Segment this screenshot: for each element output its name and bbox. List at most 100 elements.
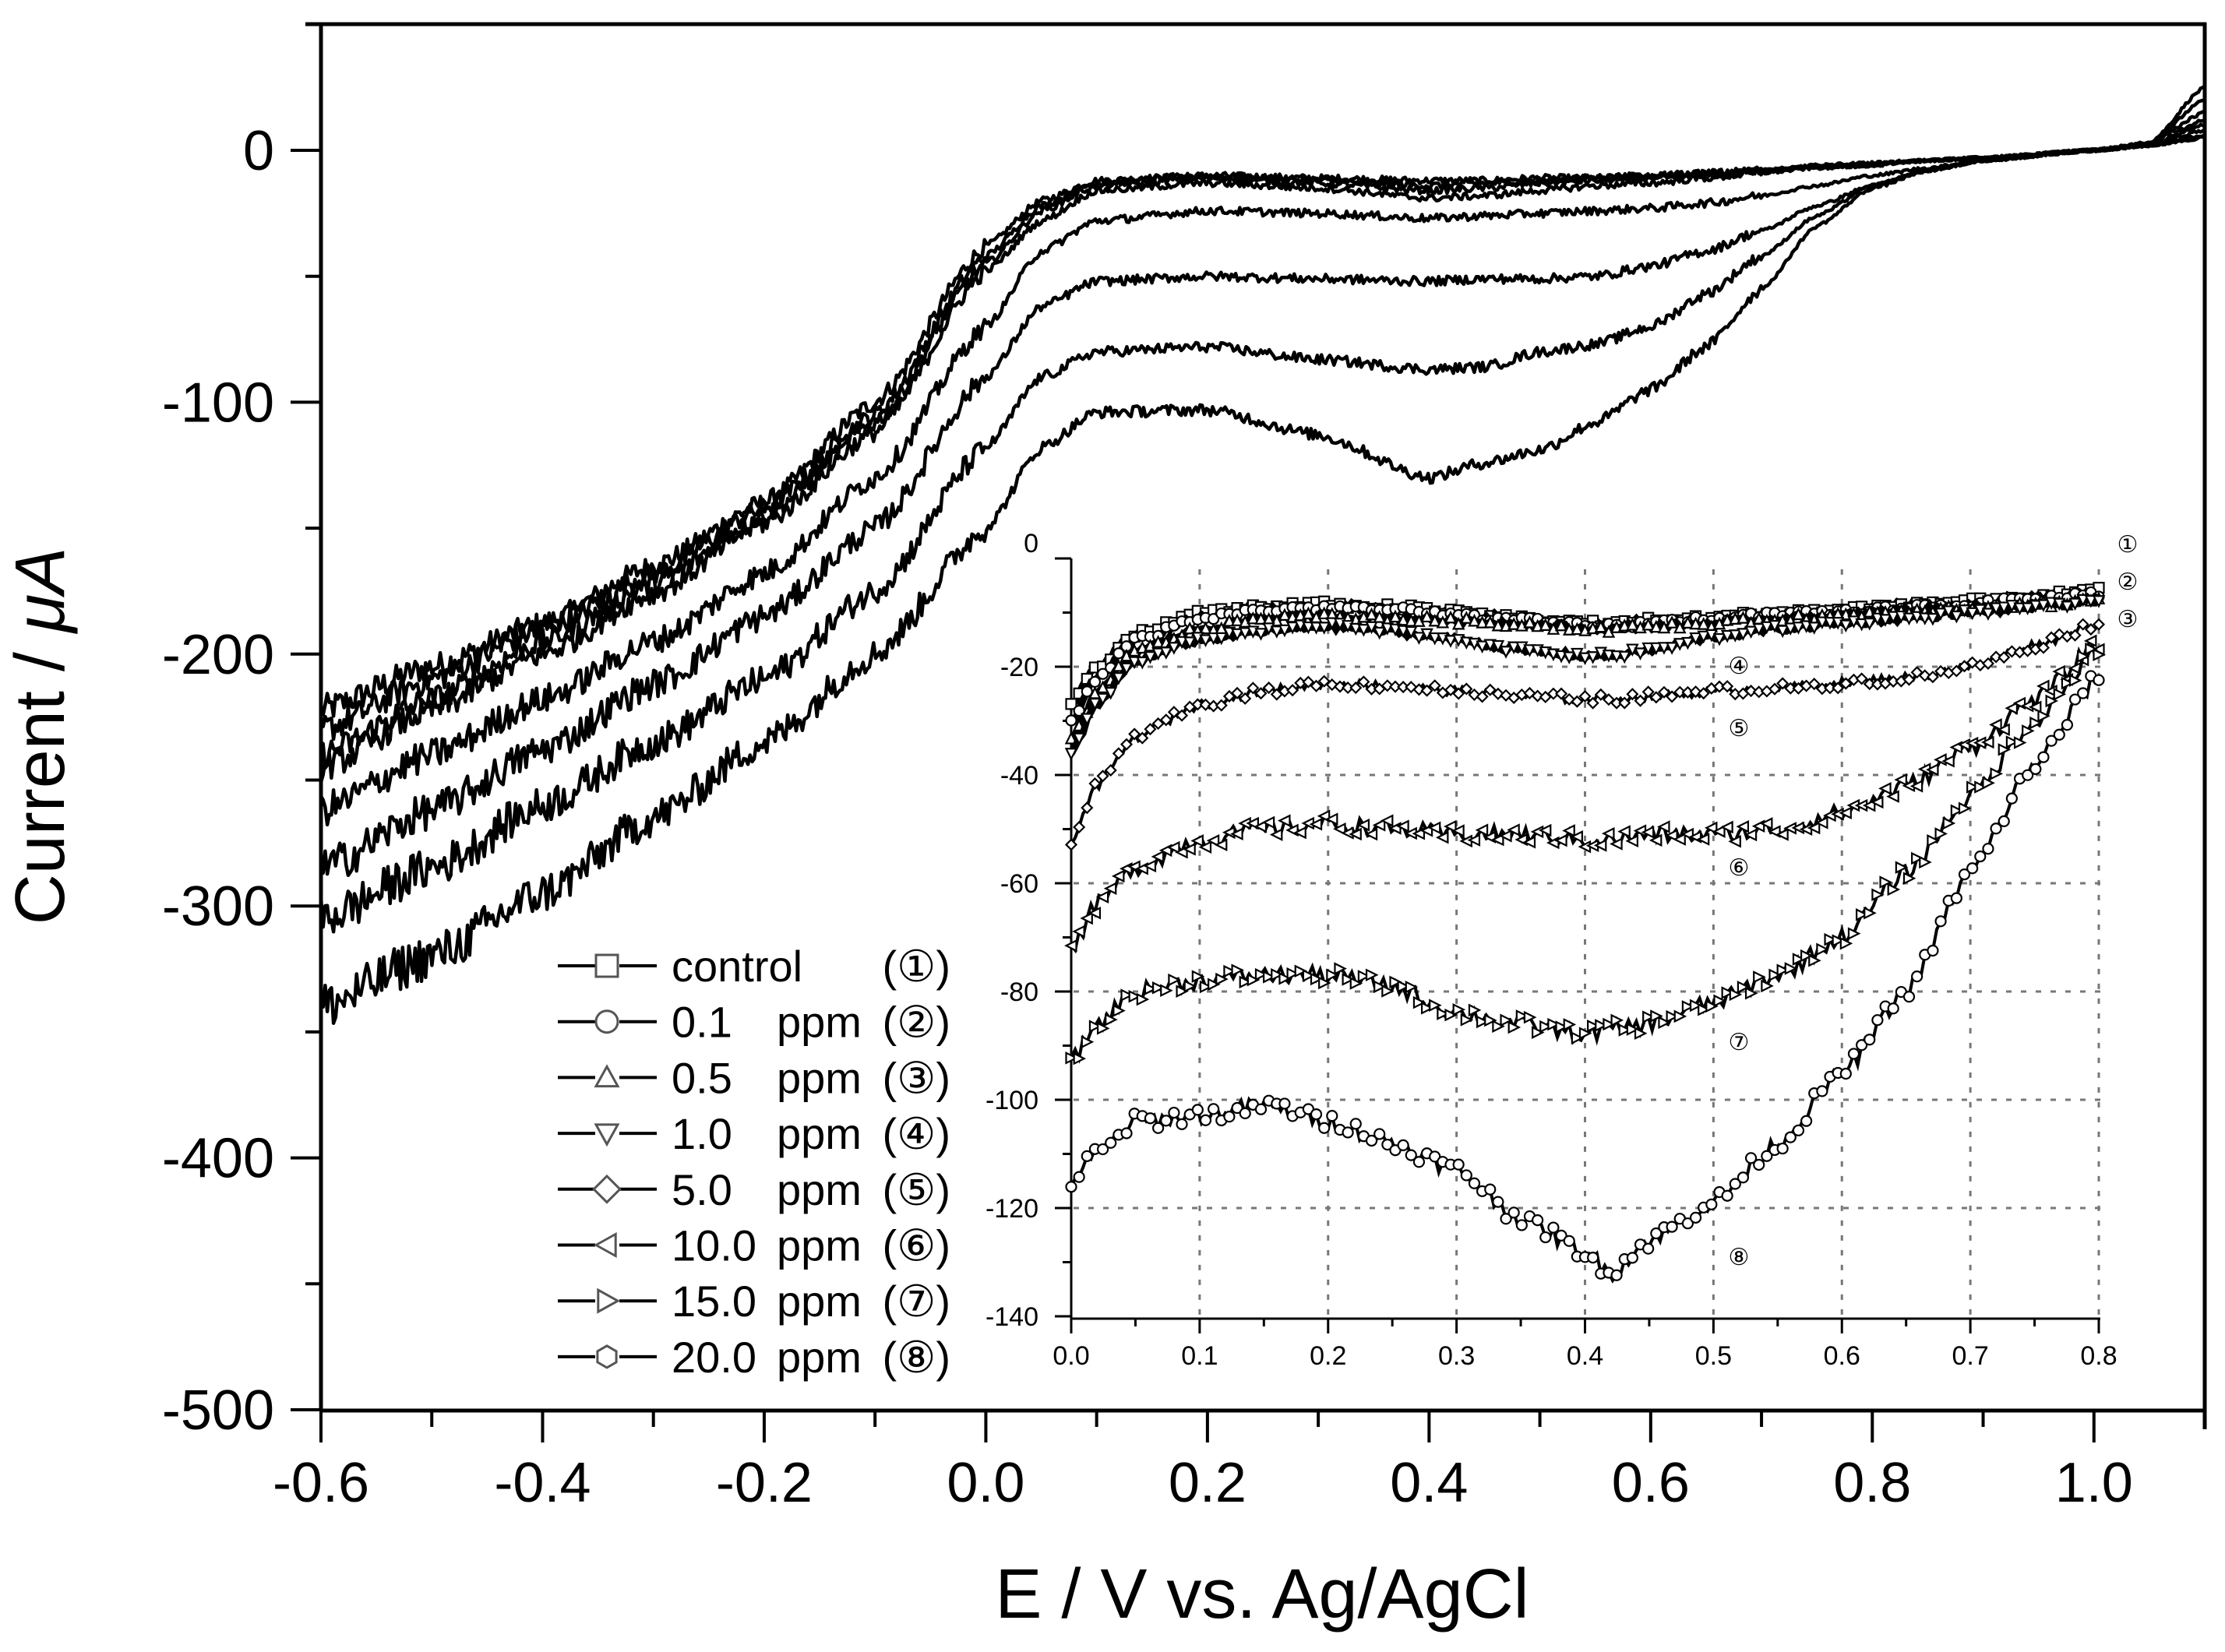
legend-tag: (①) xyxy=(883,942,951,991)
inset-data-point xyxy=(1792,953,1806,966)
inset-data-point xyxy=(1491,687,1504,700)
inset-data-point xyxy=(1728,834,1741,848)
inset-data-point xyxy=(1373,1128,1386,1140)
inset-data-point xyxy=(1483,615,1497,629)
inset-data-point xyxy=(1499,829,1512,843)
legend-tag: (②) xyxy=(883,998,951,1047)
inset-data-point xyxy=(1666,1009,1680,1023)
legend-unit: ppm xyxy=(777,1277,862,1326)
inset-data-point xyxy=(1886,790,1899,803)
x-tick-label: 0.2 xyxy=(1169,1452,1246,1514)
inset-data-point xyxy=(1191,698,1204,711)
inset-data-point xyxy=(1507,823,1520,837)
inset-data-point xyxy=(1112,672,1126,685)
inset-data-point xyxy=(1610,1013,1624,1027)
y-axis-title-text: Current / xyxy=(2,632,79,925)
inset-data-point xyxy=(1721,680,1734,693)
inset-data-point xyxy=(1538,823,1552,837)
inset-data-point xyxy=(2045,694,2059,708)
inset-data-point xyxy=(1136,731,1149,745)
inset-data-point xyxy=(1870,795,1884,809)
inset-data-point xyxy=(1554,650,1568,664)
inset-data-point xyxy=(1388,609,1402,623)
inset-data-point xyxy=(1634,1027,1648,1040)
inset-data-point xyxy=(1081,713,1094,727)
inset-data-point xyxy=(1278,972,1292,985)
inset-curve-7 xyxy=(1065,642,2106,1066)
inset-data-point xyxy=(1925,763,1939,777)
inset-data-point xyxy=(1088,1020,1102,1033)
inset-data-point xyxy=(1784,962,1798,975)
inset-data-point xyxy=(1357,675,1370,689)
inset-data-point xyxy=(1815,616,1829,630)
inset-data-point xyxy=(1380,679,1394,692)
inset-curve-label: ④ xyxy=(1729,653,1750,680)
inset-data-point xyxy=(1823,617,1837,630)
inset-data-point xyxy=(1389,975,1402,989)
inset-data-point xyxy=(1753,970,1766,984)
inset-data-point xyxy=(1721,1189,1733,1202)
inset-data-point xyxy=(2084,623,2097,636)
inset-data-point xyxy=(1444,819,1457,833)
inset-data-point xyxy=(1927,944,1939,957)
inset-data-point xyxy=(1176,1118,1188,1130)
inset-data-point xyxy=(1864,1034,1876,1046)
inset-data-point xyxy=(1160,1115,1172,1127)
inset-data-point xyxy=(1365,968,1379,981)
inset-data-point xyxy=(1364,827,1378,841)
y-axis-title: Current / μA xyxy=(2,548,79,925)
inset-data-point xyxy=(1499,646,1513,659)
inset-data-point xyxy=(1175,709,1189,722)
main-ticks xyxy=(291,149,2206,1442)
inset-data-point xyxy=(1532,1213,1544,1227)
inset-data-point xyxy=(1523,644,1536,657)
inset-data-point xyxy=(1428,632,1442,646)
inset-data-point xyxy=(1152,981,1165,995)
inset-data-point xyxy=(2068,674,2082,687)
inset-data-point xyxy=(1990,650,2003,664)
inset-data-point xyxy=(1104,763,1117,777)
inset-data-point xyxy=(1429,999,1442,1012)
inset-curve-4 xyxy=(1064,594,2106,761)
inset-data-point xyxy=(1381,985,1395,998)
inset-y-tick-label: -20 xyxy=(1000,653,1038,682)
inset-data-point xyxy=(1198,840,1212,854)
inset-data-point xyxy=(1302,606,1315,620)
inset-data-point xyxy=(1302,675,1315,689)
inset-data-point xyxy=(1262,681,1275,695)
inset-data-point xyxy=(1673,638,1687,651)
inset-data-point xyxy=(1800,949,1814,963)
legend-item: control (①) xyxy=(558,942,950,991)
legend-value: 20.0 xyxy=(672,1333,756,1382)
x-tick-label: 0.0 xyxy=(947,1452,1024,1514)
inset-data-point xyxy=(1856,1039,1868,1051)
inset-data-point xyxy=(1887,882,1901,896)
inset-data-point xyxy=(2061,676,2075,690)
inset-data-point xyxy=(1444,635,1458,648)
inset-data-point xyxy=(1761,979,1774,993)
inset-data-point xyxy=(1998,743,2012,756)
inset-data-point xyxy=(1878,614,1892,627)
legend-marker-hexagon-icon xyxy=(596,1344,618,1369)
inset-data-point xyxy=(1658,1016,1671,1030)
inset-data-point xyxy=(1744,1152,1758,1164)
inset-data-point xyxy=(1278,1097,1291,1110)
inset-data-point xyxy=(1096,1022,1110,1035)
inset-data-point xyxy=(1807,821,1821,835)
inset-data-point xyxy=(1231,1101,1243,1115)
inset-data-point xyxy=(1997,601,2011,615)
inset-data-point xyxy=(1911,970,1924,983)
inset-data-point xyxy=(1437,1007,1450,1020)
inset-data-point xyxy=(1981,657,1995,670)
inset-data-point xyxy=(1310,622,1323,635)
inset-data-point xyxy=(1681,636,1694,650)
inset-data-point xyxy=(1808,953,1821,967)
inset-y-tick-label: -140 xyxy=(986,1302,1038,1332)
inset-data-point xyxy=(2037,709,2050,723)
inset-data-point xyxy=(1365,607,1378,621)
main-tick-labels: -0.6 -0.4 -0.2 0.0 0.2 0.4 0.6 0.8 1.00-100-200-… xyxy=(162,120,2133,1514)
inset-data-point xyxy=(1318,1122,1331,1134)
legend-marker-square-icon xyxy=(594,953,619,978)
inset-data-point xyxy=(1397,1139,1409,1151)
inset-y-tick-label: -120 xyxy=(986,1194,1038,1224)
